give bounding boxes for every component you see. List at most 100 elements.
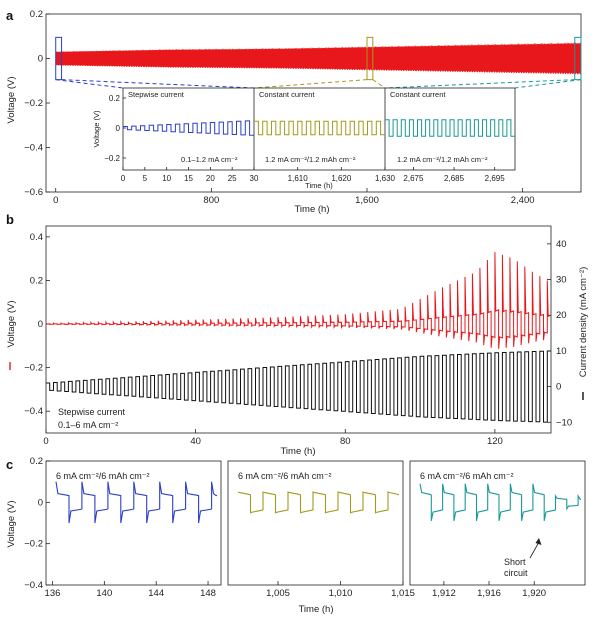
x-tick-label: 15 (184, 174, 193, 183)
panel-a-x-label: Time (h) (294, 204, 329, 215)
x-tick-label: 1,015 (391, 588, 415, 599)
panel-c-series-line (237, 491, 400, 514)
x-tick-label: 0 (43, 436, 48, 447)
y2-tick-label: 30 (556, 275, 567, 286)
zoom-box (366, 36, 374, 81)
x-tick-label: 1,600 (355, 195, 379, 206)
panel-c-y-label: Voltage (V) (6, 501, 17, 548)
x-tick-label: 1,610 (288, 174, 309, 183)
x-tick-label: 2,685 (444, 174, 465, 183)
zoom-connector (384, 79, 575, 89)
panel-b-y-label-text: Voltage (V) (6, 301, 17, 348)
x-tick-label: 144 (148, 588, 164, 599)
y2-tick-label: −10 (556, 417, 572, 428)
short-circuit-annotation: Short circuit (504, 538, 542, 578)
inset-3-title: Constant current (390, 90, 446, 99)
panel-c-series (55, 481, 582, 524)
x-tick-label: 140 (96, 588, 112, 599)
inset-3-note: 1.2 mA cm⁻²/1.2 mAh cm⁻² (397, 155, 488, 164)
x-tick-label: 25 (228, 174, 237, 183)
inset-x-ticks: 0 5 10 15 20 25 30 1,610 1,620 1,630 2,675 2,685 2,6… (121, 167, 505, 183)
y-tick-label: −0.4 (24, 143, 43, 154)
y-tick-label: 0 (38, 319, 43, 330)
panel-a-x-ticks: 0 800 1,600 2,400 (53, 188, 535, 206)
panel-c-frame-2 (227, 460, 404, 586)
x-tick-label: 80 (340, 436, 351, 447)
x-tick-label: 2,400 (511, 195, 535, 206)
y-tick-label: −0.4 (24, 406, 43, 417)
y-tick-label: 0.2 (109, 94, 121, 103)
inset-2-title: Constant current (259, 90, 315, 99)
y-tick-label: −0.2 (24, 98, 43, 109)
panel-letter-c: c (6, 457, 13, 472)
y-tick-label: 0 (116, 124, 121, 133)
x-tick-label: 1,630 (375, 174, 396, 183)
y-tick-label: 0.2 (30, 456, 43, 467)
panel-b-voltage-series (45, 252, 552, 349)
inset-1-note: 0.1–1.2 mA cm⁻² (181, 155, 238, 164)
inset-series-line (385, 119, 515, 137)
panel-a-voltage-series (55, 42, 582, 75)
zoom-connector (55, 79, 124, 89)
panel-b-y2-label-text: Current density (mA cm⁻²) (578, 267, 589, 378)
voltage-line (45, 252, 552, 349)
panel-c-series-line (419, 483, 582, 522)
panel-a-y-label: Voltage (V) (6, 77, 17, 124)
panel-b-annotation-line-1: Stepwise current (58, 407, 126, 417)
panel-b-y2-label: Current density (mA cm⁻²) (578, 267, 589, 400)
x-tick-label: 1,920 (522, 588, 546, 599)
y2-tick-label: 40 (556, 239, 567, 250)
x-tick-label: 0 (121, 174, 126, 183)
panel-c-x-label: Time (h) (298, 604, 333, 615)
panel-c-label-1: 6 mA cm⁻²/6 mAh cm⁻² (56, 471, 150, 481)
panel-a: a 0.2 0 −0.2 −0.4 −0.6 0 800 1,600 2,400 Voltag… (6, 8, 582, 215)
panel-a-insets: Stepwise current Constant current Consta… (92, 87, 516, 190)
x-tick-label: 20 (206, 174, 215, 183)
x-tick-label: 120 (487, 436, 503, 447)
panel-c-x-ticks: 136 140 144 148 1,005 1,010 1,015 1,912 1,916 1,9… (45, 581, 546, 599)
panel-b-x-ticks: 0 40 80 120 (43, 429, 503, 447)
y-tick-label: 0.2 (30, 275, 43, 286)
y2-tick-label: 10 (556, 346, 567, 357)
x-tick-label: 30 (250, 174, 259, 183)
y2-tick-label: 0 (556, 382, 561, 393)
y-tick-label: −0.6 (24, 187, 43, 198)
panel-b-current-series (46, 350, 551, 423)
inset-y-label: Voltage (V) (92, 110, 101, 148)
x-tick-label: 5 (143, 174, 148, 183)
y-tick-label: 0 (38, 54, 43, 65)
y-tick-label: 0 (38, 497, 43, 508)
short-circuit-arrow-head (535, 538, 542, 545)
voltage-envelope (55, 42, 582, 75)
panel-b-x-label: Time (h) (280, 446, 315, 457)
y-tick-label: −0.2 (104, 154, 120, 163)
panel-c-y-ticks: 0.2 0 −0.2 −0.4 (24, 456, 50, 591)
x-tick-label: 136 (45, 588, 61, 599)
short-circuit-arrow-line (529, 541, 540, 559)
inset-series-line (254, 120, 385, 136)
y-tick-label: 0.4 (30, 232, 43, 243)
x-tick-label: 40 (190, 436, 201, 447)
x-tick-label: 10 (162, 174, 171, 183)
x-tick-label: 1,912 (432, 588, 456, 599)
panel-b-annotation-line-2: 0.1–6 mA cm⁻² (58, 420, 118, 430)
current-density-line (46, 350, 551, 423)
panel-b-frame (45, 225, 552, 434)
inset-y-ticks: 0.2 0 −0.2 (104, 94, 126, 163)
panel-c-frame-3 (409, 460, 586, 586)
x-tick-label: 148 (200, 588, 216, 599)
x-tick-label: 1,620 (331, 174, 352, 183)
y2-tick-label: 20 (556, 310, 567, 321)
short-circuit-label-line-1: Short (504, 557, 526, 567)
panel-c-label-3: 6 mA cm⁻²/6 mAh cm⁻² (420, 471, 514, 481)
zoom-connector (61, 79, 255, 89)
y-tick-label: −0.2 (24, 539, 43, 550)
x-tick-label: 1,010 (329, 588, 353, 599)
inset-2-note: 1.2 mA cm⁻²/1.2 mAh cm⁻² (265, 155, 356, 164)
panel-a-y-ticks: 0.2 0 −0.2 −0.4 −0.6 (24, 9, 50, 198)
short-circuit-label-line-2: circuit (504, 568, 528, 578)
panel-letter-a: a (6, 8, 14, 23)
x-tick-label: 800 (203, 195, 219, 206)
